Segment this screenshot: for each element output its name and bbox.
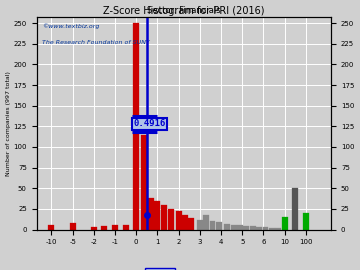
Bar [112, 225, 118, 230]
Bar [237, 225, 243, 230]
Bar [262, 227, 269, 230]
Bar [102, 226, 107, 230]
Bar [250, 226, 256, 230]
Bar [275, 228, 281, 230]
Bar [303, 213, 309, 230]
Bar [148, 198, 154, 230]
Bar [203, 215, 209, 230]
Bar [282, 217, 288, 230]
Bar [188, 218, 194, 230]
Bar [292, 188, 298, 230]
Y-axis label: Number of companies (997 total): Number of companies (997 total) [5, 71, 10, 176]
Bar [197, 220, 203, 230]
Bar [133, 23, 139, 230]
Bar [256, 227, 262, 230]
Bar [49, 225, 54, 230]
Text: ©www.textbiz.org: ©www.textbiz.org [42, 23, 100, 29]
Bar [123, 225, 129, 230]
Bar [269, 228, 275, 230]
Text: Sector: Financials: Sector: Financials [147, 5, 221, 15]
Bar [216, 222, 222, 230]
Bar [210, 221, 216, 230]
Bar [224, 224, 230, 230]
Bar [141, 135, 147, 230]
Bar [176, 211, 181, 229]
Text: The Research Foundation of SUNY: The Research Foundation of SUNY [42, 40, 150, 45]
Text: 0.4916: 0.4916 [133, 119, 165, 129]
Bar [161, 205, 167, 230]
Bar [91, 227, 97, 230]
Bar [154, 201, 160, 229]
Bar [69, 223, 76, 230]
Bar [182, 215, 188, 230]
Bar [243, 226, 249, 230]
Bar [168, 209, 174, 230]
Bar [231, 225, 237, 230]
Title: Z-Score Histogram for PRI (2016): Z-Score Histogram for PRI (2016) [103, 6, 265, 16]
